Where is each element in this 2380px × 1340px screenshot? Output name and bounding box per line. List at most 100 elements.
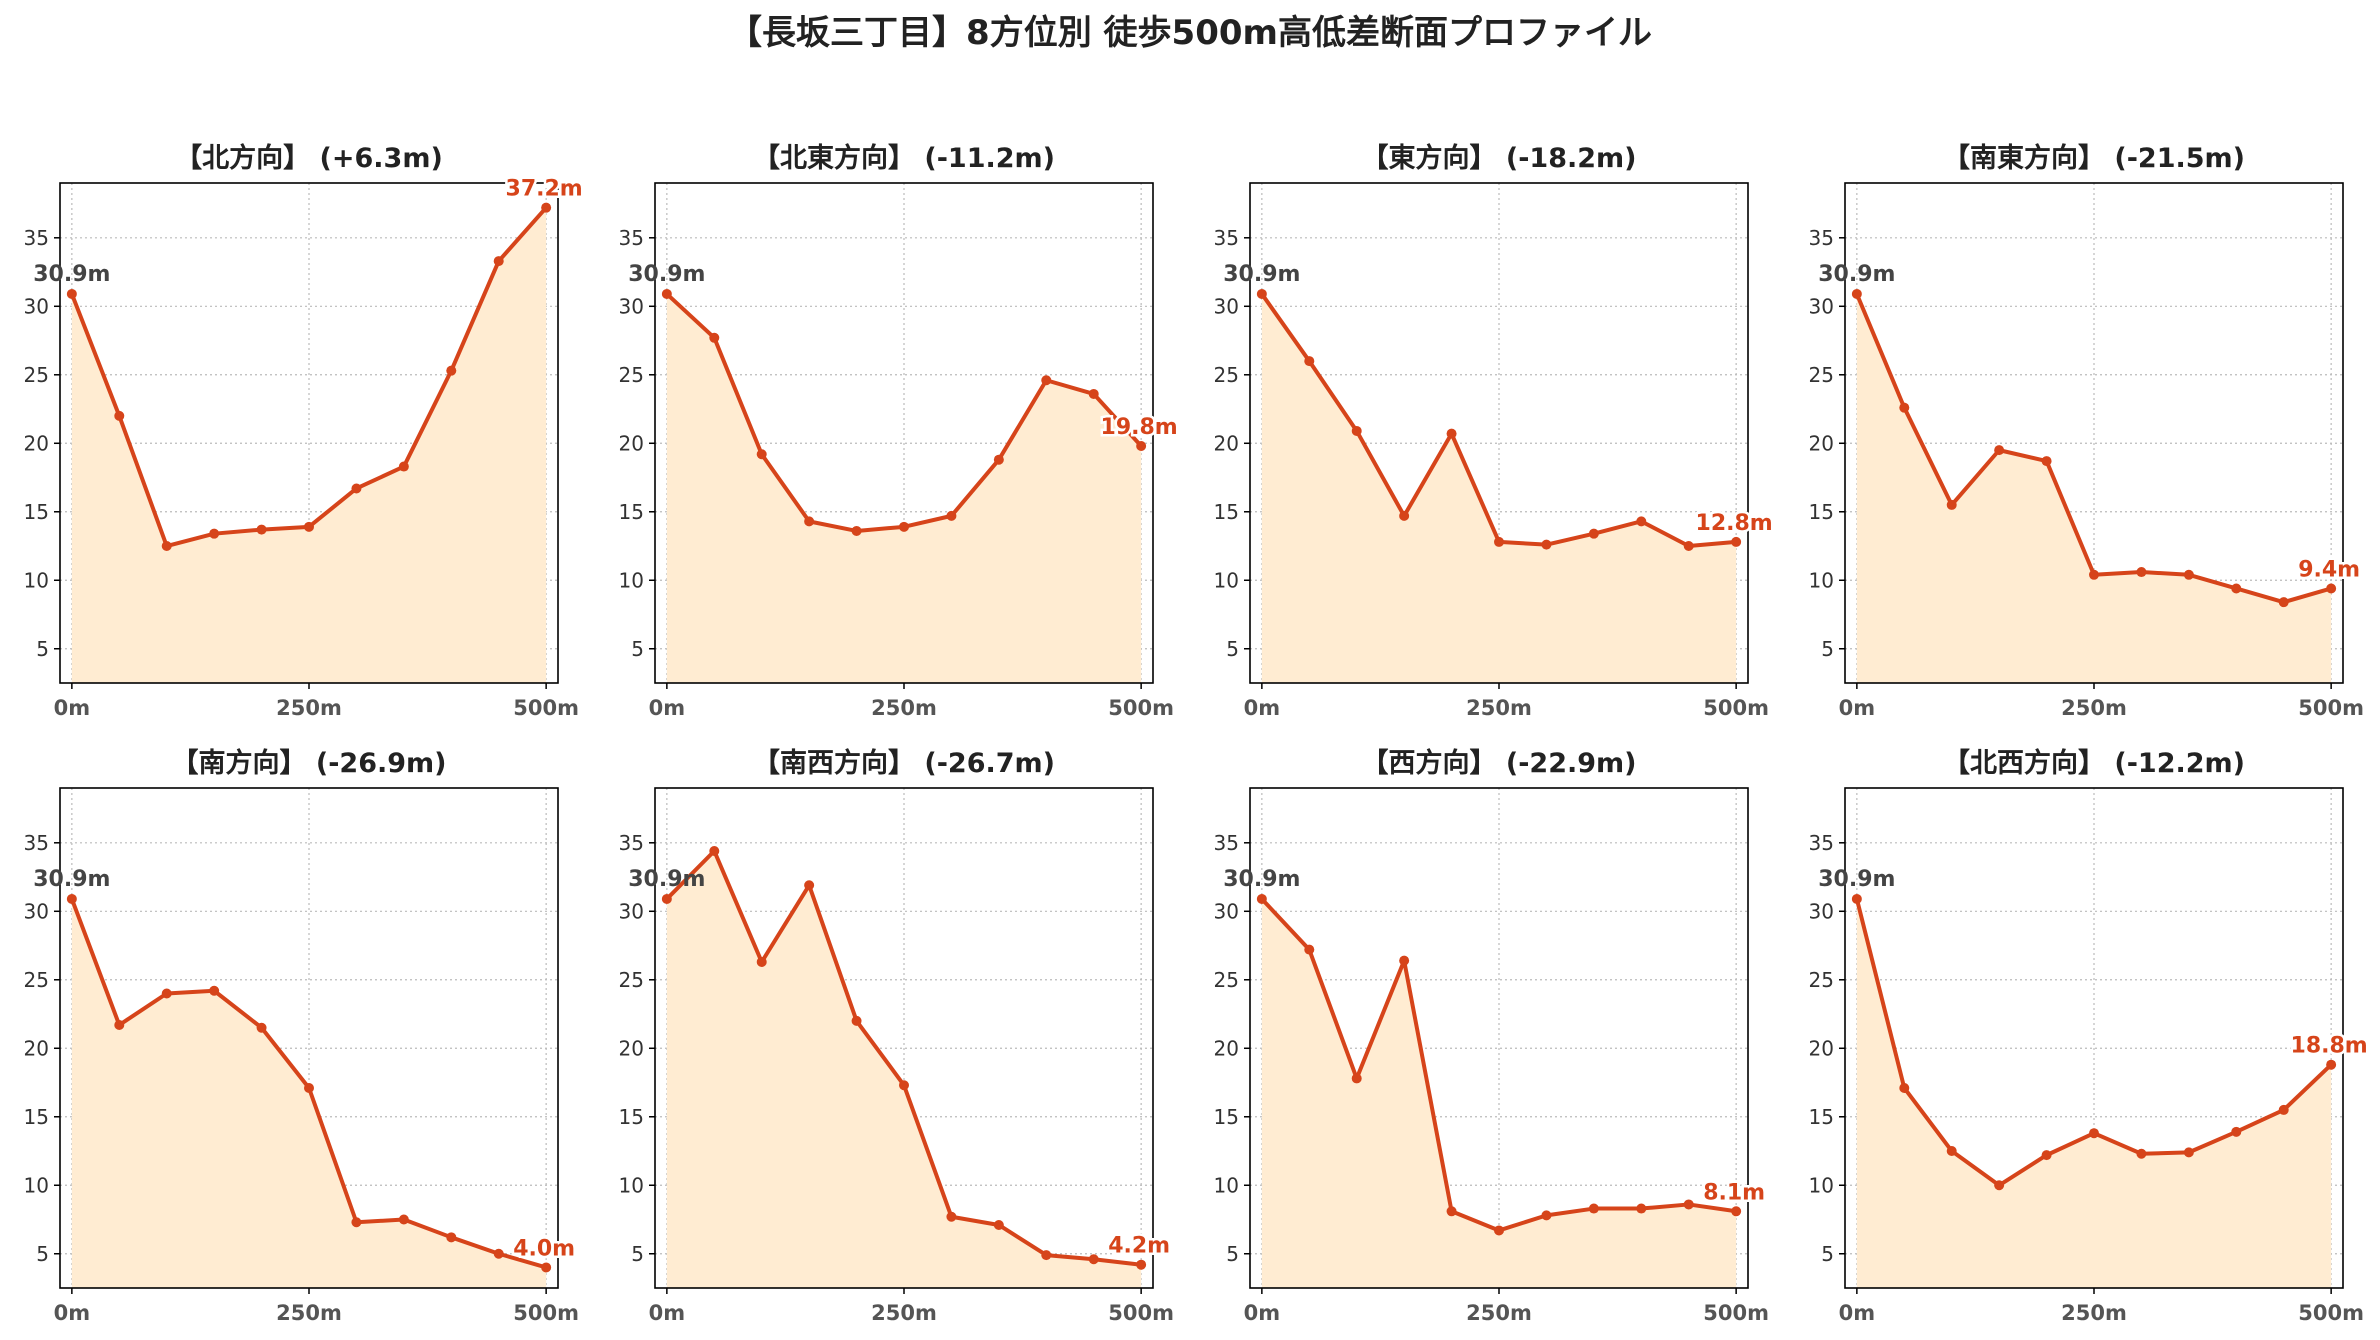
data-point <box>1636 516 1647 527</box>
data-point <box>1541 1210 1552 1221</box>
y-tick-label: 10 <box>619 1173 644 1197</box>
x-tick-label: 0m <box>54 1301 91 1325</box>
start-value-label: 30.9m <box>1818 867 1895 892</box>
y-tick-label: 10 <box>619 568 644 592</box>
y-tick-label: 25 <box>619 968 644 992</box>
data-point <box>1041 1250 1052 1261</box>
subplot-title: 【南方向】 (-26.9m) <box>171 747 446 779</box>
data-point <box>1399 510 1410 521</box>
y-tick-label: 5 <box>1821 637 1834 661</box>
y-tick-label: 25 <box>24 363 49 387</box>
data-point <box>946 510 957 521</box>
area-fill <box>666 851 1142 1288</box>
y-tick-label: 25 <box>1214 968 1239 992</box>
x-tick-label: 250m <box>871 696 937 720</box>
data-point <box>209 985 220 996</box>
x-tick-label: 250m <box>276 696 342 720</box>
data-point <box>209 528 220 539</box>
data-point <box>446 365 457 376</box>
area-fill <box>1856 293 2332 683</box>
data-point <box>2326 1059 2337 1070</box>
data-point <box>1994 1180 2005 1191</box>
data-point <box>2278 1104 2289 1115</box>
data-point <box>946 1211 957 1222</box>
data-point <box>1541 539 1552 550</box>
data-point <box>1256 288 1267 299</box>
data-point <box>1446 428 1457 439</box>
x-tick-label: 250m <box>871 1301 937 1325</box>
y-tick-label: 35 <box>1809 226 1834 250</box>
end-value-label: 18.8m <box>2291 1034 2368 1059</box>
data-point <box>899 1080 909 1091</box>
y-tick-label: 20 <box>1214 431 1239 455</box>
y-tick-label: 35 <box>24 226 49 250</box>
y-tick-label: 5 <box>631 637 644 661</box>
x-tick-label: 250m <box>276 1301 342 1325</box>
data-point <box>2231 583 2242 594</box>
data-point <box>1136 441 1147 452</box>
data-point <box>1041 375 1052 386</box>
y-tick-label: 30 <box>1809 899 1834 923</box>
data-point <box>1636 1203 1647 1214</box>
end-value-label: 12.8m <box>1696 511 1773 536</box>
x-tick-label: 250m <box>1466 696 1532 720</box>
data-point <box>1994 445 2005 456</box>
data-point <box>161 541 172 552</box>
y-tick-label: 35 <box>619 226 644 250</box>
y-tick-label: 30 <box>24 294 49 318</box>
subplot-title: 【南西方向】 (-26.7m) <box>753 747 1055 779</box>
data-point <box>2183 569 2194 580</box>
data-point <box>709 846 720 857</box>
y-tick-label: 20 <box>24 431 49 455</box>
start-value-label: 30.9m <box>1223 867 1300 892</box>
y-tick-label: 15 <box>1214 1105 1239 1129</box>
x-tick-label: 500m <box>1703 1301 1769 1325</box>
data-point <box>899 521 909 532</box>
y-tick-label: 30 <box>1809 294 1834 318</box>
data-point <box>2136 567 2147 578</box>
y-tick-label: 25 <box>1214 363 1239 387</box>
x-tick-label: 0m <box>1244 1301 1281 1325</box>
data-point <box>2136 1148 2147 1159</box>
data-point <box>114 1019 125 1030</box>
data-point <box>1136 1259 1147 1270</box>
data-point <box>351 483 362 494</box>
data-point <box>1088 388 1099 399</box>
data-point <box>446 1232 457 1243</box>
start-value-label: 30.9m <box>33 867 110 892</box>
data-point <box>493 256 504 267</box>
end-value-label: 4.2m <box>1108 1234 1170 1259</box>
data-point <box>1683 541 1694 552</box>
y-tick-label: 20 <box>619 431 644 455</box>
start-value-label: 30.9m <box>628 867 705 892</box>
y-tick-label: 10 <box>1809 568 1834 592</box>
y-tick-label: 15 <box>619 500 644 524</box>
data-point <box>993 1219 1004 1230</box>
data-point <box>493 1248 504 1259</box>
data-point <box>1304 944 1315 955</box>
subplot-title: 【東方向】 (-18.2m) <box>1361 142 1636 174</box>
y-tick-label: 5 <box>1226 637 1239 661</box>
end-value-label: 37.2m <box>506 177 583 202</box>
data-point <box>1088 1254 1099 1265</box>
data-point <box>2326 583 2337 594</box>
y-tick-label: 20 <box>1214 1036 1239 1060</box>
subplot-title: 【北東方向】 (-11.2m) <box>753 142 1055 174</box>
data-point <box>1399 955 1410 966</box>
x-tick-label: 250m <box>1466 1301 1532 1325</box>
y-tick-label: 15 <box>619 1105 644 1129</box>
data-point <box>66 893 77 904</box>
data-point <box>1683 1199 1694 1210</box>
subplot-6: 【西方向】 (-22.9m) 5 10 15 20 25 30 35 0m 250m 500m 30.… <box>1214 747 1769 1325</box>
data-point <box>804 516 815 527</box>
data-point <box>1588 1203 1599 1214</box>
y-tick-label: 30 <box>619 899 644 923</box>
data-point <box>804 880 815 891</box>
area-fill <box>1856 898 2332 1288</box>
data-point <box>1256 893 1267 904</box>
subplot-title: 【南東方向】 (-21.5m) <box>1943 142 2245 174</box>
subplot-3: 【南東方向】 (-21.5m) 5 10 15 20 25 30 35 0m 250m 500m 30… <box>1809 142 2364 720</box>
y-tick-label: 5 <box>1226 1242 1239 1266</box>
y-tick-label: 30 <box>619 294 644 318</box>
